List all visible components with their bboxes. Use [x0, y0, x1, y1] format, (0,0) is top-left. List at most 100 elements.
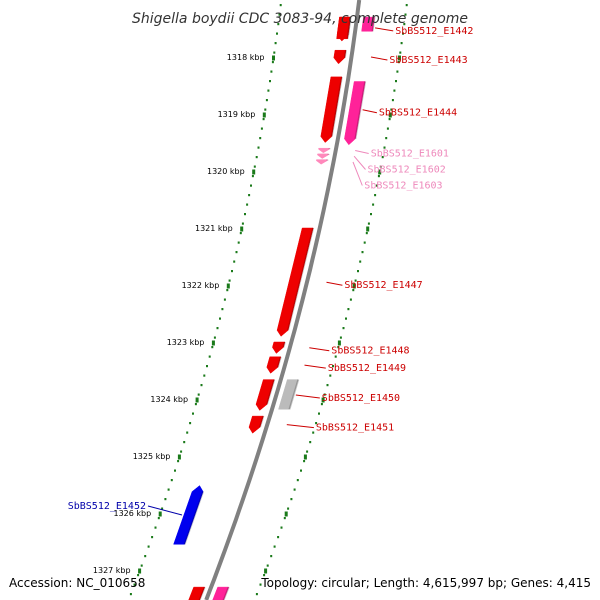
track-dot	[271, 61, 274, 64]
gene-label[interactable]: SbBS512_E1603	[364, 181, 442, 192]
gene-feature[interactable]	[266, 356, 282, 374]
ruler-tick	[337, 340, 341, 346]
track-dot	[287, 507, 290, 510]
gene-feature[interactable]	[316, 159, 328, 165]
ruler-tick-label: 1326 kbp	[113, 509, 151, 518]
track-dot	[137, 574, 140, 577]
gene-label[interactable]: SbBS512_E1450	[322, 393, 400, 404]
gene-shading	[371, 16, 376, 32]
track-dot	[235, 251, 238, 254]
track-dot	[259, 583, 262, 586]
track-dot	[354, 279, 357, 282]
track-dot	[264, 108, 267, 111]
track-dot	[211, 346, 214, 349]
track-dot	[273, 51, 276, 54]
track-dot	[300, 469, 302, 472]
ruler-ticks: 1318 kbp 1319 kbp 1320 kbp 1321 kbp 1322 kbp…	[93, 53, 401, 575]
gene-label-leader	[147, 505, 183, 516]
ruler-tick	[378, 169, 382, 175]
ruler-tick	[398, 55, 401, 61]
track-dot	[253, 165, 256, 168]
gene-label[interactable]: SbBS512_E1449	[328, 363, 406, 374]
gene-label[interactable]: SbBS512_E1444	[379, 108, 457, 119]
track-dot	[337, 346, 340, 349]
gene-feature[interactable]	[320, 76, 343, 143]
track-dot	[383, 146, 386, 149]
gene-feature[interactable]	[248, 415, 264, 434]
gene-feature[interactable]	[333, 49, 347, 65]
ruler-tick-label: 1321 kbp	[195, 224, 233, 233]
track-dot	[174, 469, 176, 472]
gene-shading	[354, 81, 367, 139]
track-dot	[391, 99, 394, 102]
gene-shading	[343, 50, 347, 58]
gene-shading	[288, 379, 300, 410]
track-dot	[326, 384, 329, 387]
track-dot	[255, 593, 258, 596]
track-dot	[400, 42, 403, 45]
track-dot	[379, 165, 382, 168]
track-dot	[296, 479, 299, 482]
gene-feature[interactable]	[255, 379, 275, 411]
track-dot	[270, 555, 273, 558]
accession-text: Accession: NC_010658	[9, 576, 145, 590]
track-dot	[219, 317, 221, 320]
track-dot	[370, 213, 372, 216]
ruler-tick	[226, 283, 230, 289]
gene-feature[interactable]	[336, 16, 351, 40]
track-dot	[192, 412, 194, 415]
ruler-tick-label: 1324 kbp	[150, 395, 188, 404]
track-dot	[405, 4, 408, 7]
track-dot	[263, 574, 266, 577]
gene-shading	[330, 76, 343, 137]
track-dot	[248, 194, 251, 197]
track-dot	[367, 222, 370, 225]
gene-label[interactable]: SbBS512_E1452	[68, 501, 146, 512]
track-dot	[377, 175, 380, 178]
gene-shading	[198, 586, 206, 600]
track-dot	[395, 80, 397, 83]
track-dot	[339, 336, 342, 339]
gene-feature[interactable]	[318, 147, 330, 154]
track-dot	[352, 289, 355, 292]
gene-feature[interactable]	[276, 227, 314, 337]
track-dot	[332, 365, 334, 368]
track-dot	[290, 498, 293, 501]
gene-feature[interactable]	[209, 586, 230, 600]
ruler-tick	[272, 55, 275, 61]
tick-dots	[129, 4, 408, 596]
gene-feature[interactable]	[317, 153, 329, 159]
gene-label[interactable]: SbBS512_E1447	[344, 280, 422, 291]
track-dot	[259, 137, 262, 140]
gene-feature[interactable]	[185, 586, 206, 600]
track-dot	[257, 146, 260, 149]
gene-label[interactable]: SbBS512_E1601	[371, 149, 449, 160]
gene-label[interactable]: SbBS512_E1448	[331, 346, 409, 357]
gene-feature[interactable]	[344, 81, 366, 146]
gene-label[interactable]: SbBS512_E1602	[368, 165, 446, 176]
gene-feature[interactable]	[361, 16, 375, 32]
gene-feature[interactable]	[173, 485, 204, 545]
track-dot	[203, 374, 206, 377]
track-dot	[157, 517, 160, 520]
ruler-tick	[211, 340, 215, 346]
track-dot	[293, 488, 296, 491]
track-dot	[376, 184, 378, 187]
track-dot	[385, 137, 388, 140]
track-dot	[206, 365, 208, 368]
gene-label-leader	[355, 150, 369, 154]
track-dot	[144, 555, 147, 558]
gene-feature[interactable]	[278, 379, 299, 410]
track-dot	[388, 118, 391, 121]
track-dot	[231, 270, 233, 273]
gene-shading	[282, 341, 286, 348]
gene-shading	[266, 379, 276, 405]
gene-label[interactable]: SbBS512_E1442	[395, 26, 473, 37]
gene-label-leader	[353, 155, 366, 170]
gene-feature[interactable]	[272, 341, 286, 354]
ruler-tick	[352, 283, 356, 289]
track-dot	[329, 374, 332, 377]
track-dot	[154, 526, 157, 529]
gene-label[interactable]: SbBS512_E1443	[389, 55, 467, 66]
gene-label[interactable]: SbBS512_E1451	[316, 423, 394, 434]
